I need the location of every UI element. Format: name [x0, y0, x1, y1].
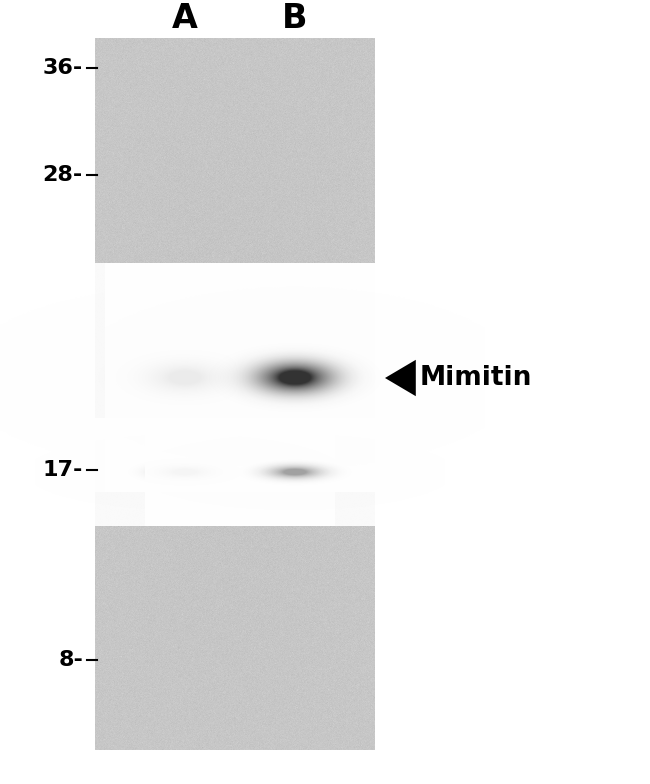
Polygon shape	[385, 360, 416, 396]
Text: 17-: 17-	[43, 460, 83, 480]
Text: A: A	[172, 2, 198, 34]
Text: 28-: 28-	[43, 165, 83, 185]
Text: 36-: 36-	[43, 58, 83, 78]
Text: 8-: 8-	[58, 650, 83, 670]
Text: Mimitin: Mimitin	[420, 365, 532, 391]
Text: B: B	[282, 2, 307, 34]
